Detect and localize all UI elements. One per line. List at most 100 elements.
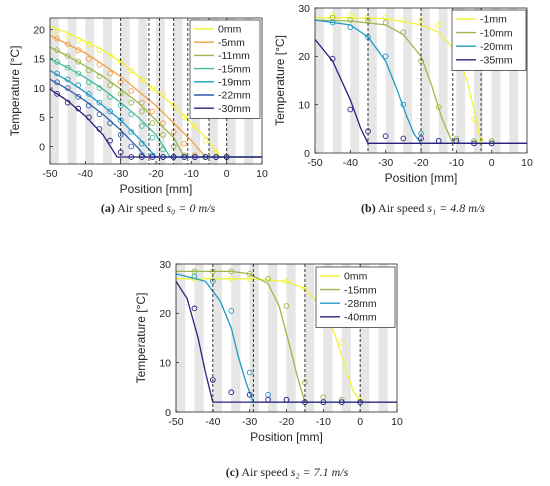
chart-panel: -50 -40 -30 -20 -10 0 10 0 10 20 30 Position [mm] Te…	[273, 3, 533, 215]
background-stripe	[176, 264, 186, 412]
data-point	[283, 396, 290, 403]
data-point	[400, 101, 407, 108]
legend-entry: -1mm	[480, 14, 507, 26]
data-point	[54, 35, 60, 42]
x-tick-label: -40	[205, 416, 220, 428]
background-stripe	[156, 18, 165, 164]
data-point	[75, 93, 82, 100]
y-tick-label: 0	[304, 148, 310, 160]
x-tick-label: -50	[307, 157, 322, 169]
data-point	[149, 108, 156, 115]
data-point	[64, 41, 71, 48]
data-point	[418, 17, 424, 23]
background-stripe	[474, 8, 483, 153]
data-point	[107, 137, 113, 144]
data-point	[96, 73, 103, 80]
data-point	[86, 41, 92, 48]
data-point	[128, 67, 135, 74]
data-point	[149, 85, 156, 91]
background-stripe	[286, 264, 296, 412]
legend-entry: -19mm	[218, 77, 251, 89]
background-stripes	[315, 8, 519, 153]
data-point	[139, 123, 145, 129]
data-point	[128, 99, 135, 106]
background-stripe	[67, 18, 77, 164]
legend-entry: -10mm	[480, 27, 513, 39]
y-tick-label: 10	[159, 357, 171, 369]
data-point	[209, 377, 216, 383]
x-tick-label: -20	[413, 157, 428, 169]
caption-math: s₂ = 7.1 m/s	[291, 465, 349, 479]
legend-entry: -28mm	[344, 298, 377, 310]
x-tick-label: -50	[168, 416, 183, 428]
caption-text: Air speed	[115, 201, 167, 215]
data-point	[86, 102, 92, 109]
data-point	[139, 140, 145, 147]
data-point	[453, 135, 460, 142]
background-stripe	[212, 264, 223, 412]
data-point	[283, 278, 290, 285]
background-stripe	[50, 18, 59, 164]
background-stripe	[421, 8, 430, 153]
data-point	[382, 133, 389, 139]
data-point	[202, 137, 209, 144]
legend: 0mm-15mm -28mm -40mm	[315, 266, 396, 328]
x-tick-label: -10	[449, 157, 464, 169]
data-point	[96, 126, 103, 132]
y-tick-label: 20	[298, 51, 310, 63]
series-line	[49, 88, 262, 158]
x-tick-label: 10	[391, 416, 403, 428]
data-point	[471, 116, 477, 123]
data-point	[382, 19, 389, 26]
data-point	[86, 79, 92, 86]
background-stripe	[491, 8, 501, 153]
y-axis-label: Temperature [°C]	[8, 46, 22, 137]
data-point	[347, 17, 354, 23]
data-point	[54, 47, 60, 53]
background-stripe	[332, 8, 342, 153]
data-point	[107, 53, 113, 59]
y-tick-label: 0	[39, 141, 45, 153]
series-line	[175, 273, 397, 403]
data-point	[228, 308, 235, 314]
data-point	[149, 154, 156, 160]
legend-entry: -20mm	[480, 41, 513, 53]
data-point	[192, 154, 198, 160]
background-stripe	[456, 8, 466, 153]
background-stripe	[231, 264, 241, 412]
background-stripe	[103, 18, 112, 164]
data-point	[400, 135, 407, 142]
y-axis-label: Temperature [°C]	[134, 293, 148, 384]
data-point	[453, 138, 460, 144]
data-point	[160, 91, 166, 97]
data-point	[488, 140, 495, 147]
x-axis-label: Position [mm]	[385, 171, 458, 185]
series-line	[314, 19, 527, 144]
legend-entry: -22mm	[218, 90, 251, 102]
background-stripe	[249, 264, 259, 412]
data-point	[400, 29, 407, 36]
data-point	[117, 117, 124, 124]
data-point	[228, 268, 235, 275]
background-stripe	[315, 8, 324, 153]
data-point	[64, 33, 71, 40]
y-tick-label: 20	[33, 24, 45, 36]
data-point	[128, 154, 135, 160]
data-point	[107, 120, 113, 126]
data-point	[54, 79, 60, 86]
background-stripe	[438, 8, 448, 153]
data-point	[320, 399, 327, 405]
data-point	[54, 27, 60, 34]
caption-math: s₀ = 0 m/s	[167, 201, 216, 215]
data-point	[96, 99, 103, 106]
legend-entry: 0mm	[344, 271, 368, 283]
data-point	[117, 131, 124, 138]
background-stripe	[194, 264, 204, 412]
y-tick-label: 0	[165, 407, 171, 419]
x-tick-label: -20	[279, 416, 294, 428]
background-stripe	[350, 8, 360, 153]
x-tick-label: -40	[343, 157, 358, 169]
chart-panel: -50 -40 -30 -20 -10 0 10 0 10 20 30 Position [mm] Te…	[134, 259, 403, 479]
panel-label: (b)	[361, 201, 376, 215]
y-tick-label: 5	[39, 112, 45, 124]
